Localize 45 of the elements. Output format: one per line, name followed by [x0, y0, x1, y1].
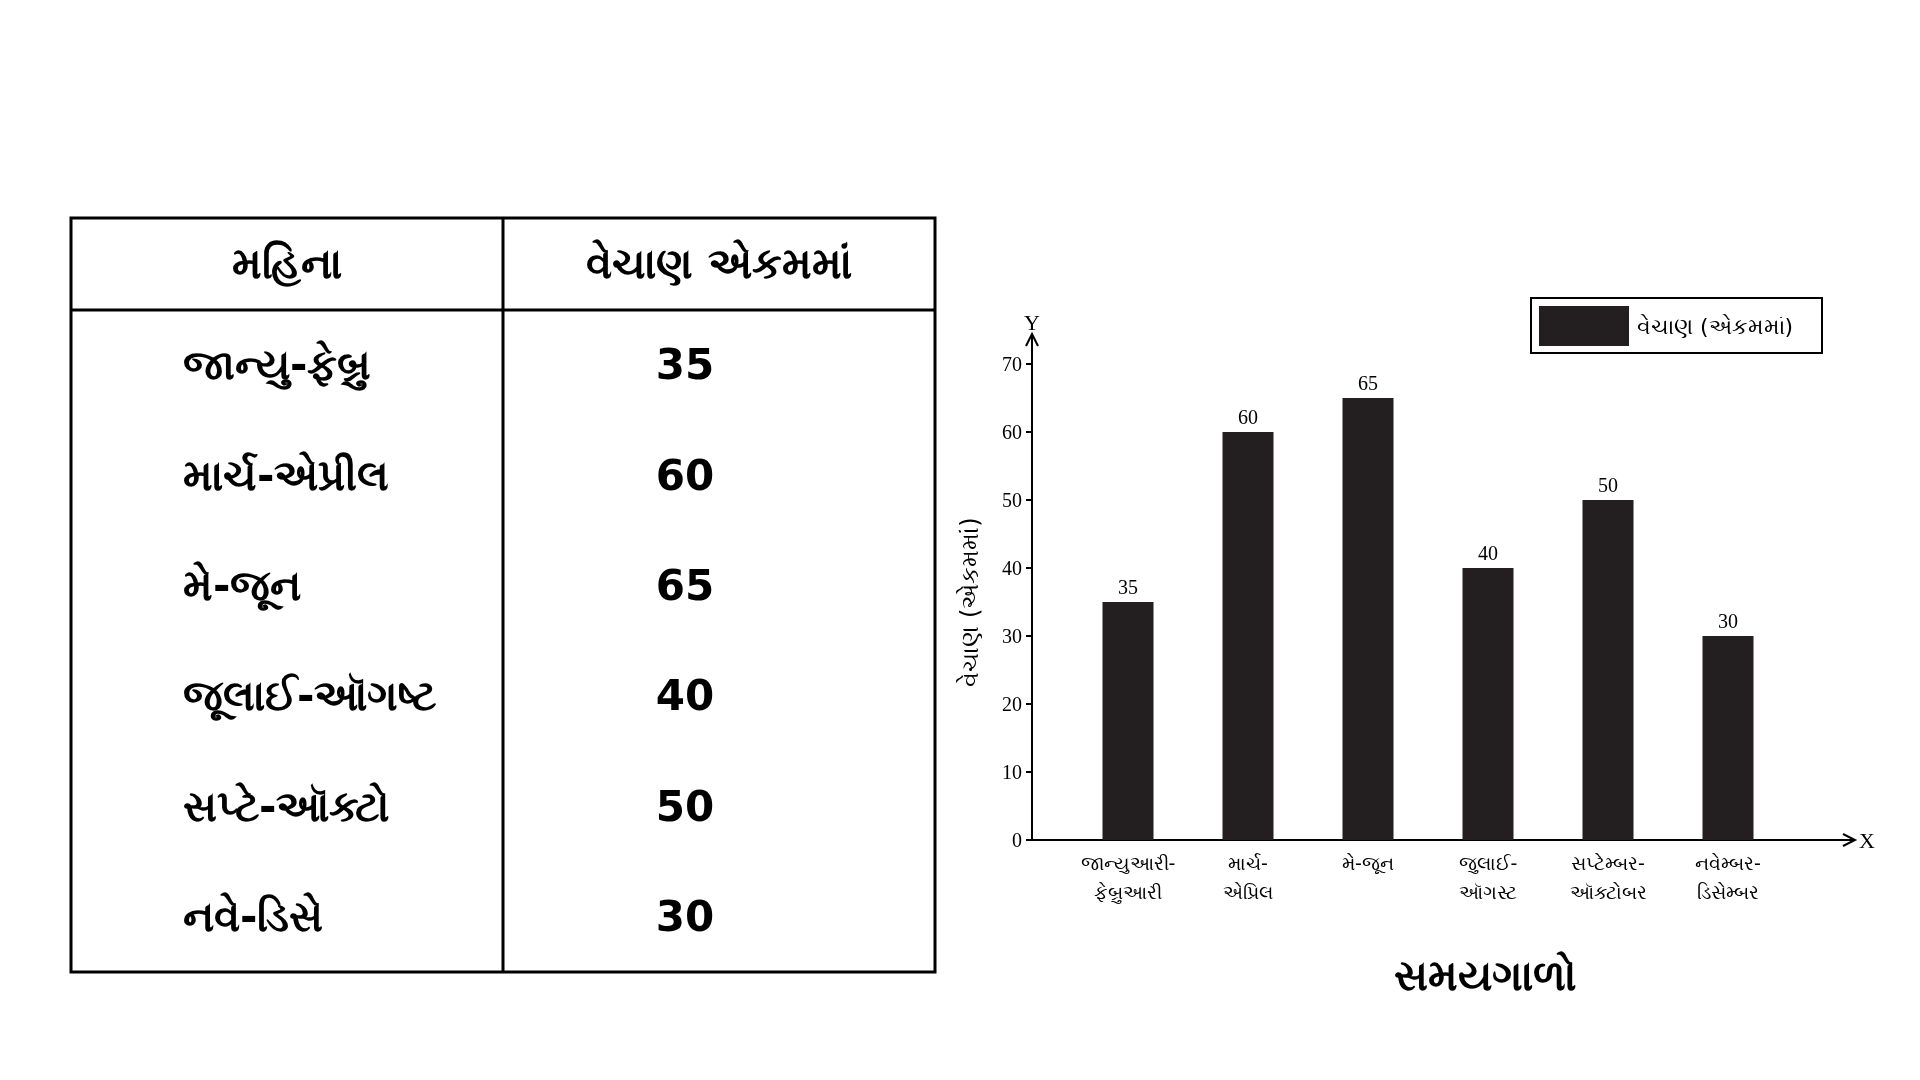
- x-tick-label: જાન્યુઆરી-ફેબ્રુઆરી: [1080, 852, 1176, 904]
- text: વેચાણ એકમમાં: [586, 239, 852, 288]
- data-label: 65: [655, 560, 715, 610]
- y-tick-label: 10: [1002, 761, 1022, 783]
- data-label: 40: [1478, 542, 1498, 564]
- bar: [1222, 432, 1274, 840]
- data-label: 30: [655, 891, 715, 941]
- category-label: જાન્યુ-ફેબ્રુ: [183, 340, 372, 392]
- text: મહિના: [232, 239, 342, 288]
- text: X: [1859, 828, 1875, 853]
- category-label: જૂલાઈ-ઑગષ્ટ: [183, 671, 437, 722]
- bar: [1702, 636, 1754, 840]
- y-axis-title: વેચાણ (એકમમાં): [956, 517, 984, 687]
- bar: [1102, 602, 1154, 840]
- category-label: નવે-ડિસે: [183, 891, 324, 941]
- bar: [1342, 398, 1394, 840]
- y-tick-label: 20: [1002, 693, 1022, 715]
- x-tick-label: સપ્ટેમ્બર-ઑક્ટોબર: [1569, 852, 1647, 903]
- y-tick-label: 30: [1002, 625, 1022, 647]
- text: Y: [1024, 310, 1041, 335]
- y-tick-label: 70: [1002, 353, 1022, 375]
- data-label: 35: [1118, 576, 1138, 598]
- x-axis-title: સમયગાળો: [1393, 951, 1577, 1000]
- y-tick-label: 50: [1002, 489, 1022, 511]
- category-label: સપ્ટે-ઑક્ટો: [183, 781, 391, 831]
- data-label: 60: [655, 450, 715, 500]
- data-label: 50: [655, 781, 715, 831]
- legend-label: વેચાણ (એકમમાં): [1637, 314, 1794, 339]
- category-label: માર્ચ-એપ્રીલ: [183, 450, 390, 500]
- y-tick-label: 60: [1002, 421, 1022, 443]
- data-label: 65: [1358, 372, 1378, 394]
- y-tick-label: 0: [1012, 829, 1022, 851]
- data-label: 30: [1718, 610, 1738, 632]
- bar: [1582, 500, 1634, 840]
- data-label: 50: [1598, 474, 1618, 496]
- x-tick-label: માર્ચ-એપ્રિલ: [1223, 852, 1273, 903]
- data-label: 40: [655, 671, 715, 721]
- bar: [1462, 568, 1514, 840]
- data-label: 60: [1238, 406, 1258, 428]
- x-tick-label: જુલાઈ-ઑગસ્ટ: [1458, 852, 1518, 903]
- x-tick-label: મે-જૂન: [1342, 852, 1394, 874]
- data-label: 35: [655, 340, 715, 390]
- category-label: મે-જૂન: [183, 560, 302, 611]
- x-tick-label: નવેમ્બર-ડિસેમ્બર: [1695, 852, 1761, 903]
- y-tick-label: 40: [1002, 557, 1022, 579]
